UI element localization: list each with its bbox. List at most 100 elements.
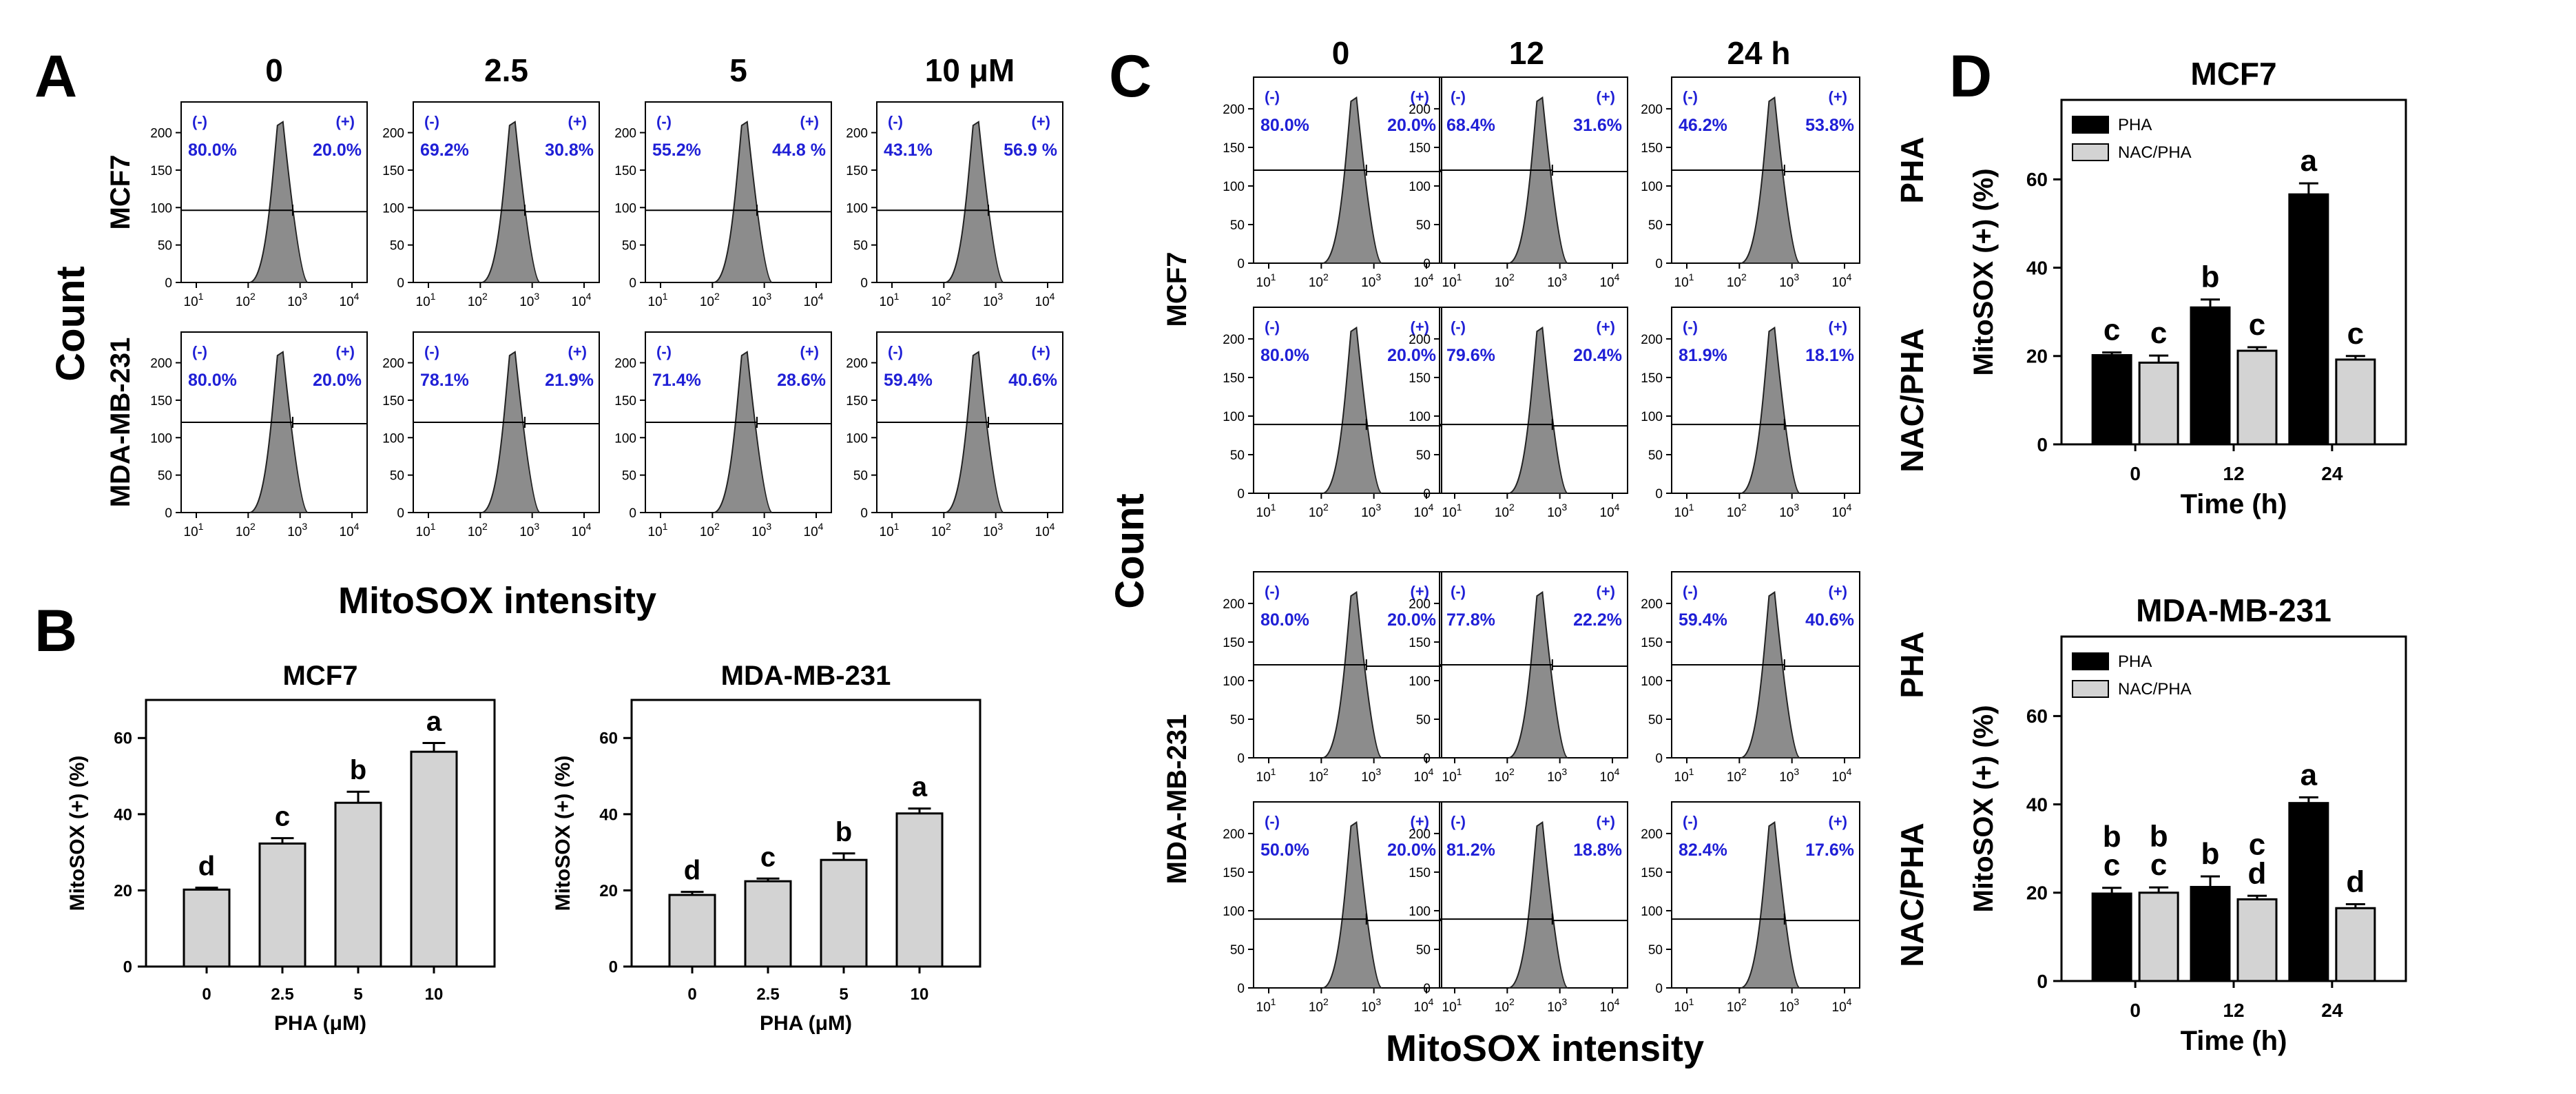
x-tick-label: 102 (700, 291, 720, 309)
histogram-peak (1508, 820, 1568, 989)
bar-chart-B-MCF7: MCF7 0 20 40 60 MitoSOX (+) (%) PHA (μM) 0 d 2.5 c… (66, 661, 496, 1035)
gate-label-positive: (+) (1411, 88, 1430, 105)
significance-letter: a (426, 706, 442, 736)
legend-label: PHA (2118, 116, 2152, 134)
bar (2288, 193, 2329, 446)
y-tick-label: 200 (846, 357, 868, 371)
bar (895, 812, 944, 968)
panel-c-row-label: MCF7 (1162, 252, 1192, 327)
bar (2091, 354, 2132, 446)
x-tick-label: 101 (1256, 996, 1276, 1015)
panel-letter-a: A (34, 43, 77, 110)
y-tick-label: 60 (114, 730, 132, 748)
x-axis-label: Time (h) (2181, 489, 2287, 519)
y-tick-label: 200 (382, 357, 404, 371)
panel-c-x-axis-title: MitoSOX intensity (1386, 1028, 1704, 1069)
x-tick-label: 0 (687, 985, 696, 1004)
y-tick-label: 0 (1423, 752, 1431, 766)
y-tick-label: 50 (390, 469, 404, 484)
y-tick-label: 150 (1409, 636, 1431, 650)
percent-positive: 18.1% (1805, 346, 1854, 365)
bar (744, 880, 792, 968)
panel-c-column-title: 24 h (1727, 35, 1790, 71)
y-tick-label: 50 (1416, 943, 1431, 958)
significance-letter: c (2104, 313, 2120, 347)
histogram-peak (1322, 96, 1382, 264)
x-tick-label: 103 (287, 521, 307, 539)
percent-negative: 81.9% (1679, 346, 1727, 365)
y-tick-label: 150 (614, 164, 636, 178)
percent-negative: 59.4% (884, 371, 933, 390)
y-tick-label: 200 (1223, 333, 1245, 347)
histogram-c: 0 50 100 150 200 101 102 103 104 (-) (+) 68.4% 31.6% (1409, 76, 1628, 290)
x-tick-label: 104 (1414, 766, 1434, 785)
legend-swatch (2072, 116, 2109, 134)
gate-label-positive: (+) (1597, 88, 1616, 105)
x-tick-label: 104 (1600, 271, 1620, 290)
panel-c-treatment-label: PHA (1894, 631, 1930, 698)
chart-title: MDA-MB-231 (2136, 592, 2331, 628)
percent-negative: 80.0% (1260, 116, 1309, 135)
significance-letter: d (684, 856, 700, 886)
y-tick-label: 60 (2026, 705, 2048, 727)
y-tick-label: 60 (2026, 169, 2048, 190)
y-tick-label: 50 (1648, 218, 1663, 233)
x-tick-label: 102 (1309, 502, 1329, 520)
x-tick-label: 102 (236, 521, 256, 539)
y-tick-label: 200 (614, 357, 636, 371)
panel-letter-d: D (1949, 43, 1992, 110)
y-tick-label: 20 (2026, 346, 2048, 367)
x-tick-label: 102 (1727, 996, 1747, 1015)
x-tick-label: 101 (1674, 996, 1694, 1015)
histogram-c: 0 50 100 150 200 101 102 103 104 (-) (+) 81.9% 18.1% (1641, 307, 1860, 520)
panel-letter-c: C (1109, 43, 1152, 110)
y-tick-label: 150 (150, 394, 172, 409)
gate-label-negative: (-) (192, 343, 207, 360)
bar (2138, 891, 2179, 982)
significance-letter: b (2201, 837, 2220, 871)
x-tick-label: 101 (184, 521, 204, 539)
x-tick-label: 102 (1309, 271, 1329, 290)
y-tick-label: 100 (614, 201, 636, 216)
x-tick-label: 103 (1361, 996, 1381, 1015)
x-tick-label: 103 (751, 291, 771, 309)
percent-positive: 22.2% (1573, 610, 1622, 630)
bar (2190, 306, 2231, 446)
panel-c-histograms: 0 12 24 h MCF7 MDA-MB-231 PHA NAC/PHA PHA NAC/PH… (1162, 35, 1930, 1015)
y-tick-label: 200 (1641, 333, 1663, 347)
percent-positive: 31.6% (1573, 116, 1622, 135)
significance-letter: c (760, 842, 776, 872)
y-tick-label: 100 (846, 431, 868, 446)
y-tick-label: 50 (158, 469, 172, 484)
significance-letter: d (2346, 865, 2365, 898)
gate-label-positive: (+) (1032, 343, 1051, 360)
x-tick-label: 103 (1779, 996, 1799, 1015)
bar (258, 842, 307, 968)
panel-c-treatment-label: NAC/PHA (1894, 823, 1930, 967)
y-tick-label: 100 (1223, 674, 1245, 689)
percent-positive: 20.0% (1387, 840, 1436, 860)
y-tick-label: 150 (1409, 141, 1431, 156)
significance-letter: a (912, 772, 928, 803)
x-tick-label: 102 (236, 291, 256, 309)
x-tick-label: 104 (1600, 502, 1620, 520)
gate-label-positive: (+) (1829, 583, 1848, 600)
histogram-c: 0 50 100 150 200 101 102 103 104 (-) (+) 80.0% 20.0% (1223, 76, 1442, 290)
percent-negative: 68.4% (1446, 116, 1495, 135)
x-tick-label: 103 (983, 291, 1003, 309)
significance-letter: c (2150, 848, 2167, 882)
gate-label-positive: (+) (1829, 318, 1848, 336)
y-tick-label: 150 (1223, 636, 1245, 650)
y-tick-label: 50 (622, 239, 636, 254)
percent-negative: 78.1% (420, 371, 469, 390)
significance-letter: b (350, 755, 366, 785)
x-tick-label: 101 (1256, 766, 1276, 785)
x-tick-label: 12 (2223, 463, 2244, 484)
histogram-a: 0 50 100 150 200 101 102 103 104 (-) (+) 71.4% 28.6% (614, 331, 832, 539)
histogram-a: 0 50 100 150 200 101 102 103 104 (-) (+) 80.0% 20.0% (150, 101, 368, 309)
chart-title: MCF7 (2190, 56, 2276, 92)
panel-a-column-title: 2.5 (484, 52, 528, 88)
percent-positive: 30.8% (545, 141, 594, 160)
x-tick-label: 102 (1727, 502, 1747, 520)
